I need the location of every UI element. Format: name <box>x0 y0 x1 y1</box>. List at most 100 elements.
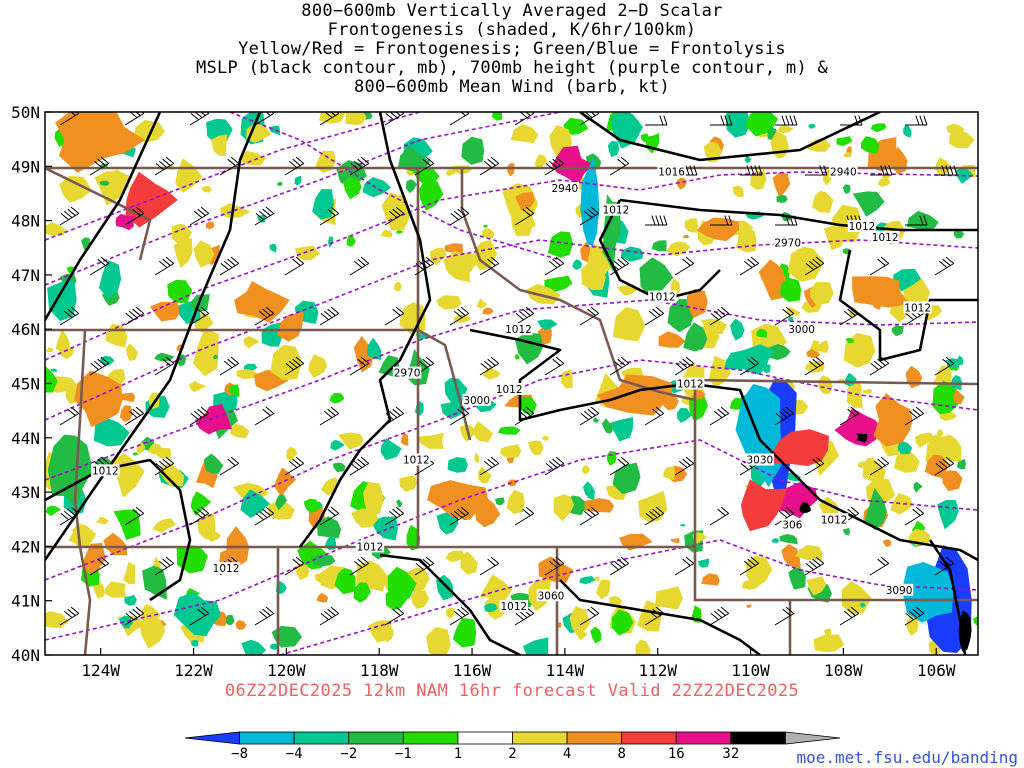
title-line-2: Frontogenesis (shaded, K/6hr/100km) <box>327 20 697 40</box>
wind-barb <box>89 556 110 576</box>
wind-barb <box>219 256 240 276</box>
wind-barb <box>414 556 435 576</box>
mslp-contour <box>298 112 432 548</box>
wind-barb <box>59 406 80 426</box>
contour-labels: 1016101210121012101210121012101210121012… <box>91 165 932 613</box>
shade-patch <box>461 136 485 165</box>
lat-label: 49N <box>11 157 40 176</box>
height-contour <box>45 239 978 421</box>
credit-link[interactable]: moe.met.fsu.edu/banding <box>796 748 1018 767</box>
shade-patch <box>593 417 600 423</box>
shade-patch <box>953 388 964 405</box>
shade-patch <box>831 204 863 243</box>
height-contour <box>229 112 561 261</box>
shade-patch <box>553 494 575 522</box>
mslp-label: 1012 <box>649 292 676 304</box>
height-contour <box>45 359 978 581</box>
wind-barb <box>154 556 175 576</box>
shade-patch <box>270 643 278 650</box>
wind-barb <box>284 356 305 376</box>
wind-barb <box>449 306 470 326</box>
shade-patch <box>563 117 589 135</box>
shade-patch <box>147 443 162 455</box>
mslp-contour <box>579 112 881 162</box>
wind-barb <box>674 356 695 376</box>
shade-patch <box>861 136 880 154</box>
mslp-label-bg <box>499 600 529 613</box>
shade-patch <box>805 361 825 373</box>
shade-patch <box>45 365 58 393</box>
wind-barb <box>739 256 760 276</box>
wind-barb <box>479 556 500 576</box>
wind-barb <box>154 456 175 476</box>
shade-patch <box>857 461 872 469</box>
wind-barb <box>674 456 695 476</box>
shade-core <box>596 374 673 416</box>
shade-patch <box>666 241 691 257</box>
wind-barb <box>124 306 145 326</box>
shade-patch <box>491 112 503 121</box>
wind-barb <box>544 456 565 476</box>
shade-patch <box>362 177 391 198</box>
mslp-label-bg <box>847 220 877 233</box>
mslp-label: 1012 <box>213 563 240 575</box>
shade-patch <box>497 426 521 435</box>
shade-patch <box>891 325 904 337</box>
shade-patch <box>193 240 215 268</box>
shade-patch <box>308 354 327 379</box>
shade-patch <box>658 331 686 348</box>
shade-patch <box>273 467 297 497</box>
shade-patch <box>460 551 478 575</box>
shade-patch <box>862 388 873 394</box>
shade-patch <box>635 639 651 655</box>
shade-patch <box>945 358 959 368</box>
mslp-contour <box>469 328 700 422</box>
wind-barb <box>89 256 110 276</box>
colorbar-label: −2 <box>340 746 358 762</box>
wind-barb <box>124 606 145 626</box>
height-label-bg <box>787 323 816 336</box>
lat-label: 41N <box>11 592 40 611</box>
frontogenesis-shading <box>45 112 978 655</box>
shade-patch <box>572 259 583 270</box>
height-label: 306 <box>782 520 802 532</box>
shade-patch <box>472 421 494 443</box>
height-label: 3090 <box>886 585 913 597</box>
shade-patch <box>882 539 892 547</box>
shade-patch <box>677 177 687 190</box>
wind-barb <box>579 306 600 326</box>
wind-barb <box>739 556 760 576</box>
shade-patch <box>236 369 258 380</box>
title-line-3: Yellow/Red = Frontogenesis; Green/Blue =… <box>238 39 786 59</box>
shade-patch <box>640 133 649 143</box>
wind-barb <box>839 606 860 626</box>
wind-barb <box>644 406 665 426</box>
shade-patch <box>482 227 495 239</box>
shade-patch <box>241 639 267 655</box>
shade-core <box>834 408 884 447</box>
shade-patch <box>924 454 949 479</box>
shade-patch <box>269 125 281 136</box>
height-contour <box>279 539 978 655</box>
wind-barb <box>674 256 695 276</box>
height-label-bg <box>462 393 491 406</box>
shade-patch <box>609 596 623 607</box>
wind-barb <box>644 506 665 526</box>
shade-patch <box>235 619 247 630</box>
height-label: 3030 <box>746 455 773 467</box>
shade-patch <box>779 534 798 545</box>
shade-patch <box>100 355 115 366</box>
shade-patch <box>243 335 260 349</box>
shade-patch <box>201 186 212 193</box>
wind-barb <box>349 356 370 376</box>
shade-patch <box>173 237 193 269</box>
shade-core <box>551 145 595 186</box>
shade-core <box>772 429 829 466</box>
colorbar-label: 4 <box>562 746 572 762</box>
wind-barb <box>219 356 240 376</box>
shade-patch <box>332 462 346 472</box>
wind-barb <box>514 506 535 526</box>
shade-patch <box>560 369 573 389</box>
shade-patch <box>478 466 492 484</box>
height-contour <box>45 171 978 361</box>
